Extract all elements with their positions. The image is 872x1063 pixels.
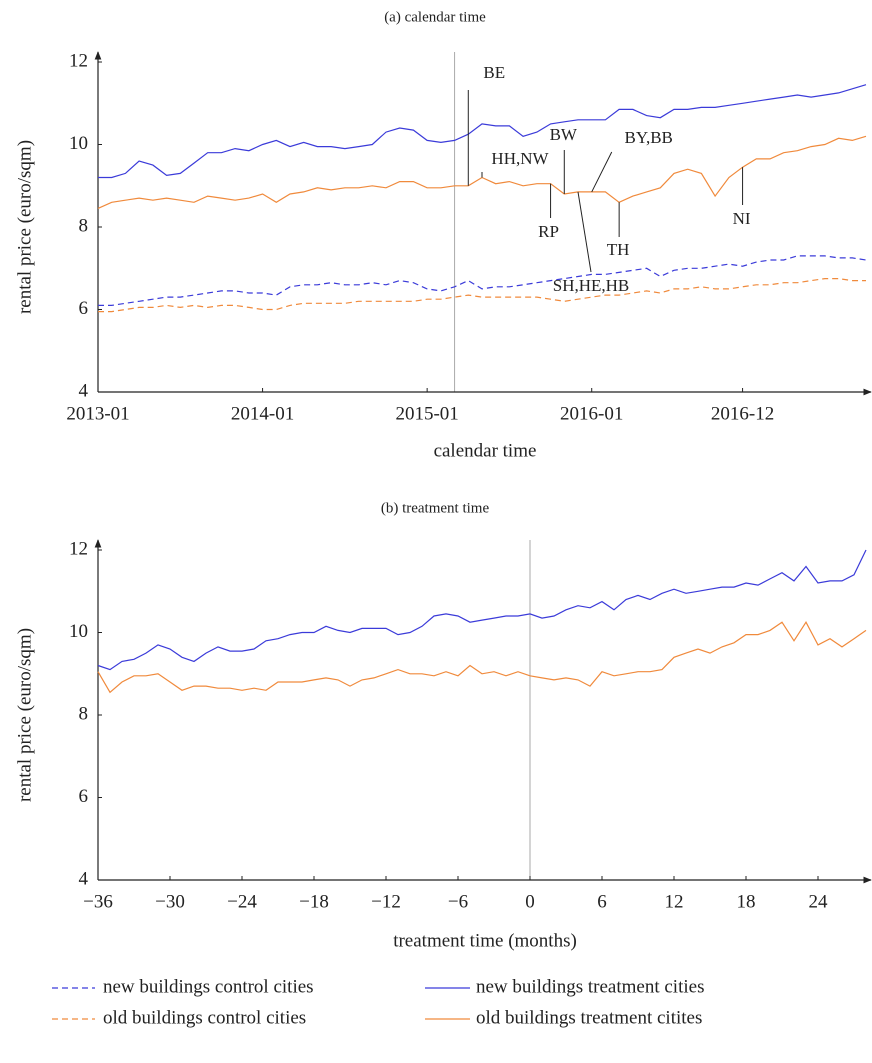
x-tick-label: 2014-01	[231, 403, 294, 424]
annotation-label: HH,NW	[491, 149, 549, 168]
legend-label: new buildings treatment cities	[476, 976, 704, 997]
annotation-line	[591, 151, 613, 193]
x-tick-label: 18	[737, 891, 756, 912]
x-tick-label: −6	[448, 891, 468, 912]
y-tick-label: 10	[69, 621, 88, 642]
x-tick-label: 12	[665, 891, 684, 912]
legend-label: old buildings treatment citites	[476, 1007, 702, 1028]
y-tick-label: 10	[69, 133, 88, 154]
x-tick-label: −30	[155, 891, 185, 912]
x-tick-label: −18	[299, 891, 329, 912]
series-line	[98, 255, 867, 306]
x-tick-label: 2015-01	[395, 403, 458, 424]
annotation-line	[577, 191, 592, 273]
y-axis-label: rental price (euro/sqm)	[14, 140, 35, 314]
annotation-label: BY,BB	[625, 128, 673, 147]
annotation-label: BE	[483, 63, 505, 82]
y-tick-label: 8	[79, 703, 89, 724]
chart-title: (a) calendar time	[384, 9, 486, 25]
x-axis-label: treatment time (months)	[393, 930, 577, 951]
x-tick-label: 0	[525, 891, 535, 912]
series-line	[97, 621, 867, 694]
x-tick-label: 2016-01	[560, 403, 623, 424]
annotation-label: BW	[550, 125, 578, 144]
series-line	[98, 84, 867, 179]
x-tick-label: 6	[597, 891, 607, 912]
x-axis-label: calendar time	[434, 440, 537, 461]
legend-label: old buildings control cities	[103, 1007, 306, 1028]
y-tick-label: 8	[79, 215, 89, 236]
x-tick-label: −24	[227, 891, 257, 912]
x-tick-label: −12	[371, 891, 401, 912]
chart-title: (b) treatment time	[381, 500, 490, 516]
legend-label: new buildings control cities	[103, 976, 314, 997]
x-tick-label: −36	[83, 891, 113, 912]
x-tick-label: 24	[809, 891, 829, 912]
y-tick-label: 12	[69, 538, 88, 559]
y-tick-label: 6	[79, 298, 89, 319]
series-line	[98, 278, 866, 313]
annotation-label: NI	[733, 209, 751, 228]
annotation-label: TH	[607, 240, 630, 259]
annotation-label: SH,HE,HB	[553, 276, 630, 295]
x-tick-label: 2016-12	[711, 403, 774, 424]
y-tick-label: 4	[79, 380, 89, 401]
series-line	[97, 549, 867, 671]
y-tick-label: 12	[69, 50, 88, 71]
y-axis-label: rental price (euro/sqm)	[14, 628, 35, 802]
x-tick-label: 2013-01	[66, 403, 129, 424]
annotation-label: RP	[538, 222, 559, 241]
y-tick-label: 4	[79, 868, 89, 889]
y-tick-label: 6	[79, 786, 89, 807]
